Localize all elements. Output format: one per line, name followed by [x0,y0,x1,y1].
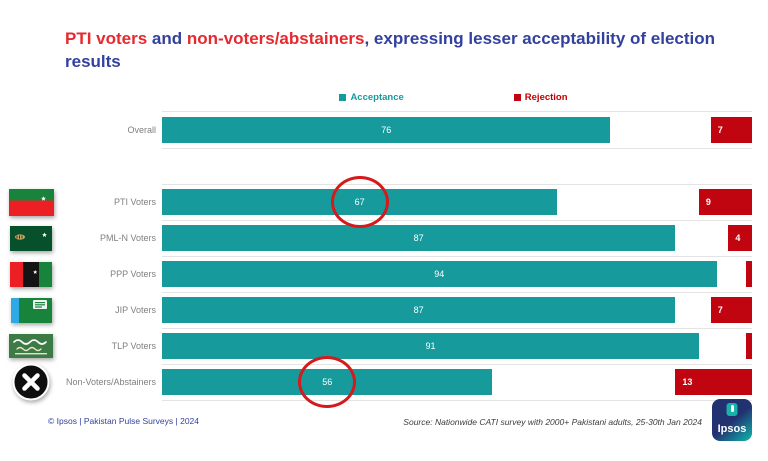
ipsos-logo: Ipsos [712,399,752,441]
acceptance-bar: 91 [162,332,699,359]
chart-row: PTI Voters 67 9 [0,175,768,228]
flag-cell-empty [0,148,62,184]
rejection-bar [746,260,752,287]
pmln-flag [0,220,62,256]
plot-area-row: 87 7 [162,292,752,329]
plot-area-row: 56 13 [162,355,752,408]
pmln-flag-icon [10,225,52,251]
ppp-flag [0,256,62,292]
pti-flag-icon [8,188,54,216]
plot-area-row: 76 7 [162,111,752,149]
plot-area-row: 91 [162,328,752,365]
acceptance-bar: 94 [162,260,717,287]
title-rest: , expressing lesser acceptability of ele… [65,29,716,71]
acceptance-bar: 87 [162,224,676,251]
rejection-bar: 7 [710,117,752,143]
chart-row-spacer [0,148,768,185]
category-label: TLP Voters [111,341,156,351]
rejection-bar [746,332,752,359]
tlp-flag [0,328,62,364]
legend-rejection: Rejection [513,92,568,103]
tlp-flag-icon [9,334,53,358]
pti-flag [0,184,62,220]
chart-row: PPP Voters 94 [0,256,768,293]
plot-area-row [162,148,752,185]
chart-row: TLP Voters 91 [0,328,768,365]
page-title: PTI voters and non-voters/abstainers, ex… [65,28,720,73]
no-vote-x-icon [12,363,50,401]
highlight-circle [330,175,389,228]
legend-acceptance: Acceptance [339,92,404,103]
acceptance-value-label: 94 [434,268,445,279]
rejection-swatch-icon [513,94,521,101]
category-label: Non-Voters/Abstainers [65,377,156,387]
category-label: Overall [127,125,156,135]
source-note: Source: Nationwide CATI survey with 2000… [403,417,702,427]
rejection-bar: 13 [675,368,752,395]
flag-cell-empty [0,112,62,148]
acceptance-bar: 76 [162,117,611,143]
chart-row: Overall 76 7 [0,111,768,149]
chart-row: Non-Voters/Abstainers 56 13 [0,355,768,408]
ipsos-logo-text: Ipsos [717,423,747,435]
acceptance-value-label: 76 [381,125,392,135]
novote-icon [0,363,62,401]
legend-acceptance-label: Acceptance [350,92,404,103]
acceptance-bar: 87 [162,296,676,323]
plot-area-row: 94 [162,256,752,293]
acceptance-value-label: 91 [425,340,436,351]
plot-area-row: 87 4 [162,220,752,257]
category-label: JIP Voters [115,305,156,315]
plot-area-row: 67 9 [162,175,752,228]
bar-chart: Overall 76 7 PTI Voters 67 9 PML-N Voters 87 4… [0,111,768,408]
jip-flag [0,292,62,328]
acceptance-swatch-icon [339,94,347,101]
category-label: PTI Voters [113,197,156,207]
category-label: PML-N Voters [99,233,156,243]
chart-row: PML-N Voters 87 4 [0,220,768,257]
highlight-circle [298,355,357,408]
title-highlight-pti: PTI voters [65,29,148,48]
chart-legend: Acceptance Rejection [155,92,752,103]
rejection-bar: 4 [728,224,752,251]
copyright-text: © Ipsos | Pakistan Pulse Surveys | 2024 [48,416,200,426]
jip-flag-icon [10,297,52,323]
rejection-bar: 9 [698,188,752,215]
title-connector: and [147,29,187,48]
ipsos-logo-mark-icon [726,403,738,416]
acceptance-value-label: 87 [413,304,424,315]
acceptance-value-label: 87 [413,232,424,243]
legend-rejection-label: Rejection [524,92,568,103]
category-label: PPP Voters [110,269,156,279]
rejection-bar: 7 [710,296,752,323]
title-highlight-nonvoters: non-voters/abstainers [186,29,365,48]
ppp-flag-icon [10,261,52,287]
chart-row: JIP Voters 87 7 [0,292,768,329]
